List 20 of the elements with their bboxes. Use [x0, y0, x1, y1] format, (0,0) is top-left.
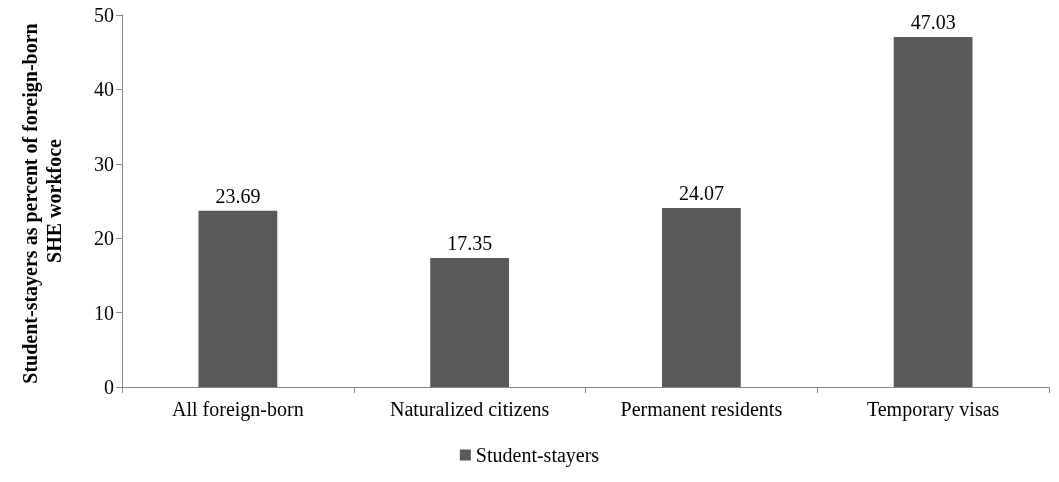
data-label: 47.03: [910, 11, 956, 34]
bar: [198, 210, 278, 387]
y-tick-label: 50: [94, 4, 114, 26]
x-tick-label: Temporary visas: [866, 398, 1000, 421]
x-tick-label: All foreign-born: [172, 398, 304, 421]
y-axis-title: Student-stayers as percent of foreign-born SHE workfoce: [19, 18, 65, 384]
data-label: 23.69: [215, 184, 261, 207]
bar: [893, 37, 973, 387]
y-tick-label: 0: [104, 376, 114, 398]
x-tick-label: Naturalized citizens: [389, 398, 550, 420]
data-label: 17.35: [447, 231, 493, 254]
data-label: 24.07: [678, 181, 724, 204]
y-tick-label: 30: [94, 152, 114, 175]
y-tick-label: 40: [94, 78, 114, 101]
bar: [430, 257, 510, 387]
legend-label: Student-stayers: [475, 444, 600, 467]
x-tick-label: Permanent residents: [620, 398, 783, 420]
bar: [661, 207, 741, 387]
y-tick-label: 10: [94, 301, 114, 324]
y-tick-label: 20: [94, 227, 114, 250]
